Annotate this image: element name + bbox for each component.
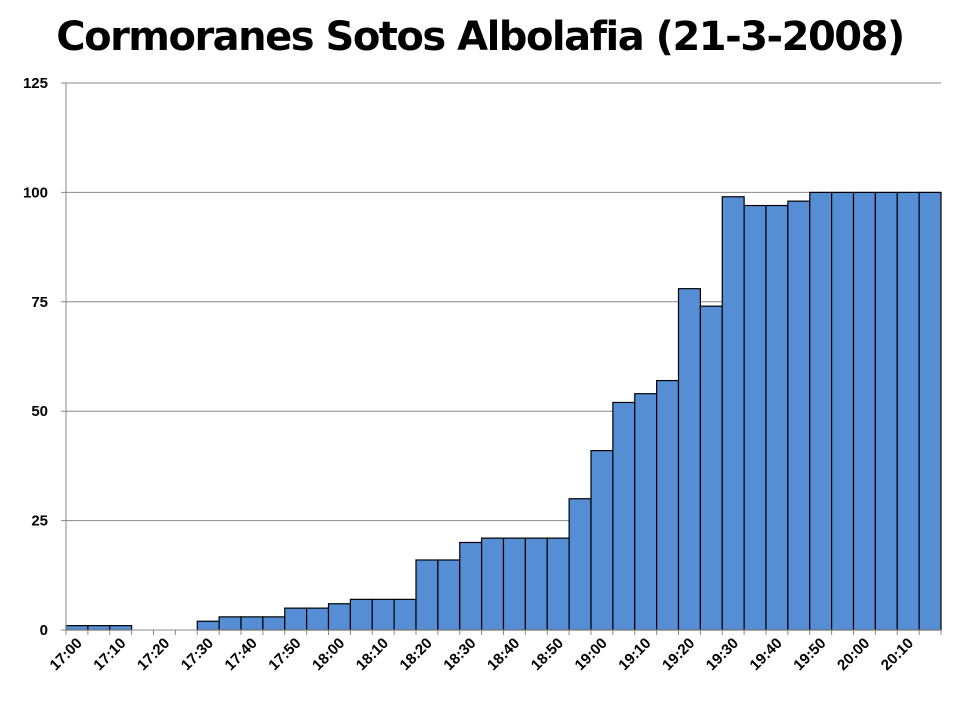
bar: [262, 616, 286, 631]
x-tick-label: 18:40: [484, 635, 523, 674]
x-tick-label: 18:30: [440, 635, 479, 674]
bar: [481, 537, 505, 631]
bar: [459, 541, 483, 631]
bar: [65, 625, 89, 631]
y-tick-label: 75: [31, 294, 48, 311]
bar: [196, 620, 220, 631]
x-tick-label: 17:00: [47, 635, 86, 674]
x-tick-label: 18:10: [353, 635, 392, 674]
bar: [393, 598, 417, 631]
y-tick-label: 100: [23, 184, 48, 201]
x-tick-label: 19:00: [572, 635, 611, 674]
bar: [218, 616, 242, 631]
bar: [656, 379, 680, 631]
bar: [87, 625, 111, 631]
x-tick-label: 20:00: [834, 635, 873, 674]
bar: [415, 559, 439, 631]
y-tick-label: 25: [31, 513, 48, 530]
bar: [721, 196, 745, 631]
bar: [546, 537, 570, 631]
bar: [874, 191, 898, 631]
bar: [590, 449, 614, 631]
bar: [787, 200, 811, 631]
bar: [852, 191, 876, 631]
bar: [240, 616, 264, 631]
x-tick-label: 19:40: [747, 635, 786, 674]
bar: [743, 204, 767, 631]
x-tick-label: 17:40: [222, 635, 261, 674]
bar: [568, 498, 592, 631]
bar: [306, 607, 330, 631]
x-tick-label: 20:10: [878, 635, 917, 674]
bar: [371, 598, 395, 631]
y-tick-label: 125: [23, 75, 48, 92]
x-tick-label: 17:20: [134, 635, 173, 674]
bar: [699, 305, 723, 631]
x-tick-label: 19:20: [659, 635, 698, 674]
bar: [809, 191, 833, 631]
bar: [524, 537, 548, 631]
bar: [109, 625, 133, 631]
chart-title: Cormoranes Sotos Albolafia (21-3-2008): [56, 14, 905, 60]
x-tick-label: 17:30: [178, 635, 217, 674]
x-tick-label: 19:50: [790, 635, 829, 674]
x-tick-label: 19:30: [703, 635, 742, 674]
bar: [918, 191, 942, 631]
bar: [612, 401, 636, 631]
bar: [349, 598, 373, 631]
bar: [634, 393, 658, 631]
bar: [327, 603, 351, 631]
bar: [896, 191, 920, 631]
bar: [502, 537, 526, 631]
bar: [677, 288, 701, 631]
y-tick-label: 50: [31, 403, 48, 420]
x-tick-label: 17:10: [90, 635, 129, 674]
bar: [831, 191, 855, 631]
bar: [437, 559, 461, 631]
bar: [284, 607, 308, 631]
x-tick-label: 19:10: [615, 635, 654, 674]
x-tick-label: 17:50: [265, 635, 304, 674]
x-tick-label: 18:50: [528, 635, 567, 674]
bar: [765, 204, 789, 631]
x-tick-label: 18:00: [309, 635, 348, 674]
x-tick-label: 18:20: [397, 635, 436, 674]
y-tick-label: 0: [40, 622, 48, 639]
